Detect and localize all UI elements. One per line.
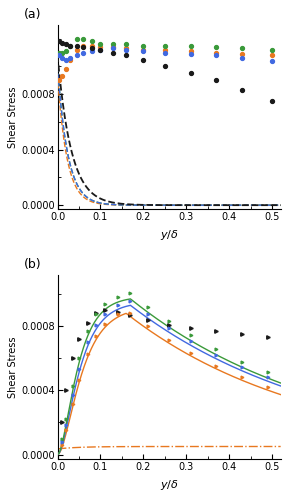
X-axis label: $y/\delta$: $y/\delta$ bbox=[160, 228, 179, 241]
Y-axis label: Shear Stress: Shear Stress bbox=[8, 336, 18, 398]
X-axis label: $y/\delta$: $y/\delta$ bbox=[160, 478, 179, 492]
Y-axis label: Shear Stress: Shear Stress bbox=[8, 86, 18, 148]
Text: (b): (b) bbox=[24, 258, 42, 271]
Text: (a): (a) bbox=[24, 8, 42, 21]
